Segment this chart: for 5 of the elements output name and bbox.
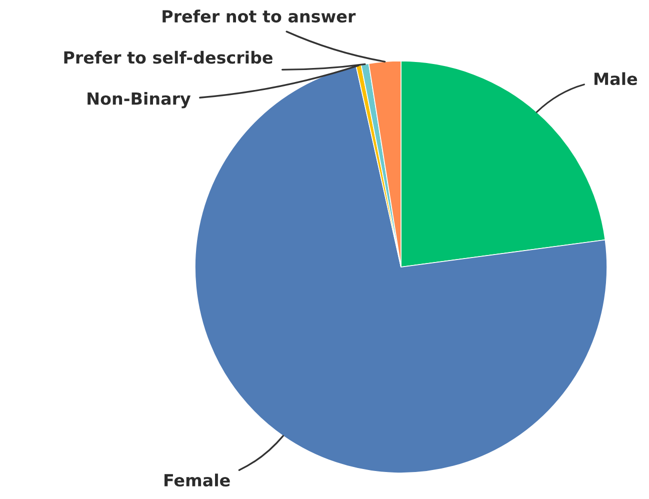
slice-label: Male [594, 72, 638, 86]
slice-label: Prefer to self-describe [64, 50, 272, 64]
slice-label: Female [164, 474, 230, 487]
slice-label: Non-Binary [88, 92, 191, 108]
slice-label: Prefer not to answer [162, 10, 356, 23]
